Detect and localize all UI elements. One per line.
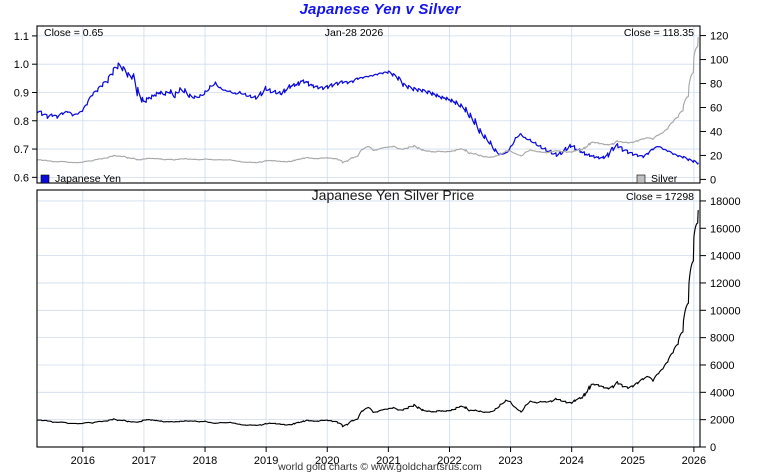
axis-ticklabel-right: 100 xyxy=(710,55,728,67)
axis-ticklabel-left: 1.0 xyxy=(14,59,29,71)
axis-ticklabel-x: 2023 xyxy=(498,455,522,467)
axis-ticklabel-left: 0.8 xyxy=(14,116,29,128)
axis-ticklabel-x: 2020 xyxy=(315,455,339,467)
series-line-japanese-yen-silver-price xyxy=(37,209,699,428)
panel-japanese-yen-v-silver: 0.6 0.7 0.8 0.9 1.0 1.1 0 20 40 60 80 100 120 xyxy=(14,25,728,186)
axis-ticklabel-right: 6000 xyxy=(710,360,734,372)
axis-ticklabel-x: 2025 xyxy=(621,455,645,467)
axis-ticklabel-right: 60 xyxy=(710,102,722,114)
axis-ticklabel-right: 10000 xyxy=(710,305,741,317)
axis-ticklabel-right: 0 xyxy=(710,174,716,186)
panel1-right-close-label: Close = 118.35 xyxy=(624,27,694,39)
axis-ticklabel-right: 12000 xyxy=(710,278,741,290)
panel-japanese-yen-silver-price: 0 2000 4000 6000 8000 10000 12000 14000 16000 180… xyxy=(36,189,741,467)
axis-ticklabel-right: 120 xyxy=(710,31,728,43)
axis-ticklabel-x: 2022 xyxy=(437,455,461,467)
panel2-close-label: Close = 17298 xyxy=(626,191,694,203)
panel1-left-close-label: Close = 0.65 xyxy=(44,27,103,39)
series-line-silver xyxy=(37,36,699,164)
axis-ticklabel-right: 8000 xyxy=(710,333,734,345)
plot-frame xyxy=(36,189,701,448)
axis-ticklabel-right: 40 xyxy=(710,126,722,138)
axis-ticklabel-right: 2000 xyxy=(710,415,734,427)
legend-swatch-silver xyxy=(636,174,646,184)
axis-ticklabel-x: 2021 xyxy=(376,455,400,467)
axis-ticklabel-x: 2024 xyxy=(559,455,583,467)
panel2-title: Japanese Yen Silver Price xyxy=(312,187,475,203)
axis-ticklabel-right: 20 xyxy=(710,150,722,162)
axis-ticklabel-right: 14000 xyxy=(710,251,741,263)
footer-credit: world gold charts © www.goldchartsrus.co… xyxy=(277,461,482,473)
axis-ticklabel-left: 0.7 xyxy=(14,144,29,156)
axis-ticklabel-right: 4000 xyxy=(710,387,734,399)
axis-ticklabel-x: 2017 xyxy=(132,455,156,467)
axis-ticklabel-left: 0.9 xyxy=(14,87,29,99)
plot-frame xyxy=(36,25,701,184)
axis-ticklabel-left: 0.6 xyxy=(14,172,29,184)
axis-ticklabel-x: 2019 xyxy=(254,455,278,467)
axis-ticklabel-right: 18000 xyxy=(710,196,741,208)
axis-ticklabel-x: 2026 xyxy=(682,455,706,467)
series-line-japanese-yen xyxy=(37,62,699,165)
axis-ticklabel-x: 2018 xyxy=(193,455,217,467)
axis-ticklabel-left: 1.1 xyxy=(14,31,29,43)
panel1-date-label: Jan-28 2026 xyxy=(325,27,384,39)
axis-ticklabel-right: 80 xyxy=(710,79,722,91)
axis-ticklabel-right: 0 xyxy=(710,442,716,454)
legend-swatch-japanese-yen xyxy=(40,174,50,184)
axis-ticklabel-x: 2016 xyxy=(71,455,95,467)
page-title: Japanese Yen v Silver xyxy=(299,1,461,18)
axis-ticklabel-right: 16000 xyxy=(710,223,741,235)
legend-label-japanese-yen[interactable]: Japanese Yen xyxy=(55,173,121,185)
legend-label-silver[interactable]: Silver xyxy=(651,173,678,185)
